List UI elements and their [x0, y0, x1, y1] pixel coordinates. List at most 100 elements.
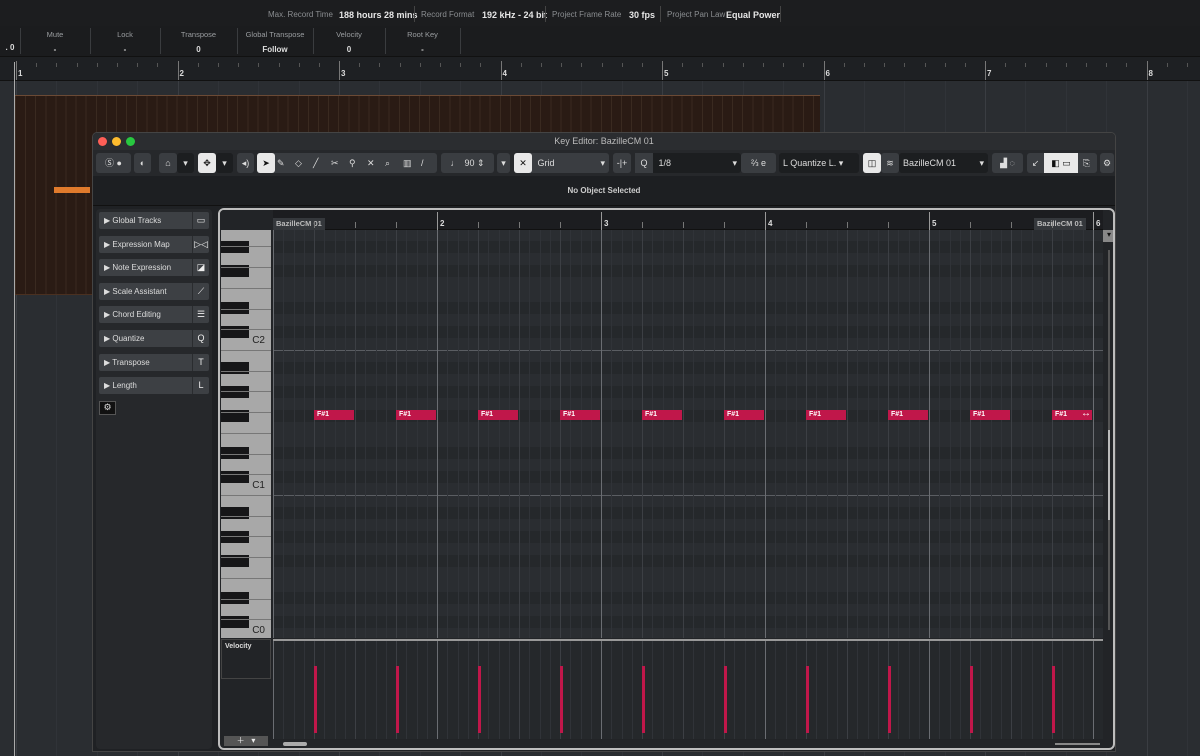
- length-quantize-select[interactable]: L Quantize L. ▾: [779, 153, 859, 173]
- chevron-down-icon[interactable]: ▾: [216, 153, 233, 173]
- midi-note[interactable]: F#1: [314, 410, 354, 421]
- editor-ruler[interactable]: BazilleCM 01 BazilleCM 01 2 3 4 5 6: [273, 210, 1103, 230]
- setup-zone-icon[interactable]: ⎘: [1082, 158, 1091, 168]
- inspector-field-root-key[interactable]: Root Key -: [385, 26, 460, 57]
- zoom-tool-icon[interactable]: ⌕: [385, 158, 391, 168]
- midi-event[interactable]: [54, 187, 90, 193]
- inspector-field-lock[interactable]: Lock -: [90, 26, 160, 57]
- velocity-bar[interactable]: [478, 666, 481, 733]
- chevron-down-icon[interactable]: ▾: [251, 736, 256, 745]
- velocity-bar[interactable]: [970, 666, 973, 733]
- velocity-lane[interactable]: [273, 639, 1103, 739]
- mute-tool-icon[interactable]: ✕: [367, 158, 375, 168]
- field-value[interactable]: -: [53, 45, 57, 54]
- velocity-bar[interactable]: [1052, 666, 1055, 733]
- close-button[interactable]: [98, 137, 107, 146]
- part-list-icon[interactable]: ≋: [881, 153, 899, 173]
- black-key[interactable]: [221, 507, 249, 520]
- snap-icon[interactable]: ✕: [514, 153, 532, 173]
- erase-tool-icon[interactable]: ◇: [295, 158, 302, 168]
- chevron-down-icon[interactable]: ▾: [177, 153, 194, 173]
- velocity-lane-label[interactable]: Velocity: [221, 639, 271, 679]
- quantize-icon[interactable]: Q: [635, 153, 653, 173]
- midi-note[interactable]: F#1: [888, 410, 928, 421]
- edit-active-part-icon[interactable]: ◫: [863, 153, 881, 173]
- midi-note[interactable]: F#1: [642, 410, 682, 421]
- velocity-bar[interactable]: [724, 666, 727, 733]
- field-value[interactable]: Follow: [262, 45, 288, 54]
- midi-note[interactable]: F#1: [806, 410, 846, 421]
- velocity-bar[interactable]: [560, 666, 563, 733]
- black-key[interactable]: [221, 325, 249, 338]
- inspector-field-global-transpose[interactable]: Global Transpose Follow: [237, 26, 313, 57]
- colors-icon[interactable]: ◌: [1009, 158, 1015, 168]
- left-zone-icon[interactable]: ◧: [1051, 158, 1060, 168]
- zoom-button[interactable]: [126, 137, 135, 146]
- velocity-bar[interactable]: [314, 666, 317, 733]
- acoustic-feedback-icon[interactable]: ⌂: [159, 153, 177, 173]
- velocity-bar[interactable]: [888, 666, 891, 733]
- inspector-field-transpose[interactable]: Transpose 0: [160, 26, 237, 57]
- snap-to-zero-icon[interactable]: -|+: [613, 153, 631, 173]
- split-tool-icon[interactable]: ✂: [331, 158, 339, 168]
- autoscroll-icon[interactable]: ◐: [134, 153, 151, 173]
- field-value[interactable]: -: [123, 45, 127, 54]
- inspector-field-velocity[interactable]: Velocity 0: [313, 26, 385, 57]
- velocity-bar[interactable]: [806, 666, 809, 733]
- section-expression-map[interactable]: ▶ Expression Map ▷◁: [99, 235, 209, 253]
- section-note-expression[interactable]: ▶ Note Expression ◪: [99, 259, 209, 277]
- insert-velocity-field[interactable]: ♩ 90 ⇕: [441, 153, 494, 173]
- black-key[interactable]: [221, 555, 249, 568]
- midi-note[interactable]: F#1: [560, 410, 600, 421]
- midi-note[interactable]: F#1: [396, 410, 436, 421]
- minimize-button[interactable]: [112, 137, 121, 146]
- triplet-icon[interactable]: ⅔: [750, 158, 759, 168]
- trim-tool-icon[interactable]: ╱: [313, 158, 319, 168]
- black-key[interactable]: [221, 301, 249, 314]
- vertical-scroll-thumb[interactable]: [1108, 430, 1110, 520]
- piano-keyboard[interactable]: C2 C1 C0: [221, 230, 271, 638]
- velocity-bar[interactable]: [396, 666, 399, 733]
- section-transpose[interactable]: ▶ Transpose T: [99, 353, 209, 371]
- section-global-tracks[interactable]: ▶ Global Tracks ▭: [99, 212, 209, 229]
- field-value[interactable]: -: [421, 45, 424, 54]
- draw-tool-icon[interactable]: ✎: [277, 158, 285, 168]
- velocity-bar[interactable]: [642, 666, 645, 733]
- add-lane-icon[interactable]: ＋: [236, 736, 245, 745]
- lower-zone-icon[interactable]: ▭: [1062, 158, 1071, 168]
- midi-note[interactable]: F#1: [970, 410, 1010, 421]
- solo-icon[interactable]: Ⓢ: [105, 158, 115, 168]
- horizontal-scrollbar[interactable]: [283, 742, 307, 746]
- section-length[interactable]: ▶ Length L: [99, 377, 209, 395]
- project-ruler[interactable]: 1 2 3 4 5 6 7 8: [0, 57, 1200, 81]
- position-value[interactable]: . 0: [5, 43, 15, 52]
- open-in-window-icon[interactable]: ↙: [1031, 158, 1040, 168]
- black-key[interactable]: [221, 410, 249, 423]
- section-scale-assistant[interactable]: ▶ Scale Assistant ⟋: [99, 282, 209, 300]
- line-tool-icon[interactable]: ▥: [403, 158, 412, 168]
- black-key[interactable]: [221, 470, 249, 483]
- iterative-quantize-icon[interactable]: e: [761, 158, 767, 168]
- field-value[interactable]: 0: [196, 45, 201, 54]
- black-key[interactable]: [221, 362, 249, 375]
- midi-note[interactable]: F#1: [1052, 410, 1092, 421]
- midi-note[interactable]: F#1: [478, 410, 518, 421]
- black-key[interactable]: [221, 446, 249, 459]
- glue-tool-icon[interactable]: ⚲: [349, 158, 356, 168]
- inspector-field-mute[interactable]: Mute -: [20, 26, 90, 57]
- black-key[interactable]: [221, 615, 249, 628]
- insert-mode-icon[interactable]: ✥: [198, 153, 216, 173]
- part-select[interactable]: BazilleCM 01 ▾: [899, 153, 988, 173]
- play-tool-icon[interactable]: /: [421, 158, 424, 168]
- gear-icon[interactable]: ⚙: [1100, 153, 1114, 173]
- insert-velocity-value[interactable]: 90: [464, 158, 475, 168]
- bars-icon[interactable]: ▟: [1000, 158, 1008, 168]
- black-key[interactable]: [221, 591, 249, 604]
- section-quantize[interactable]: ▶ Quantize Q: [99, 330, 209, 347]
- gear-icon[interactable]: ⚙: [99, 401, 116, 415]
- zoom-slider[interactable]: [1055, 743, 1100, 745]
- black-key[interactable]: [221, 265, 249, 278]
- quantize-select[interactable]: Q 1/8 ▾: [635, 153, 741, 173]
- speaker-icon[interactable]: ◂): [237, 153, 254, 173]
- note-grid[interactable]: F#1 F#1 F#1 F#1 F#1 F#1 F#1 F#1 F#1 F#1 ↔: [273, 230, 1103, 638]
